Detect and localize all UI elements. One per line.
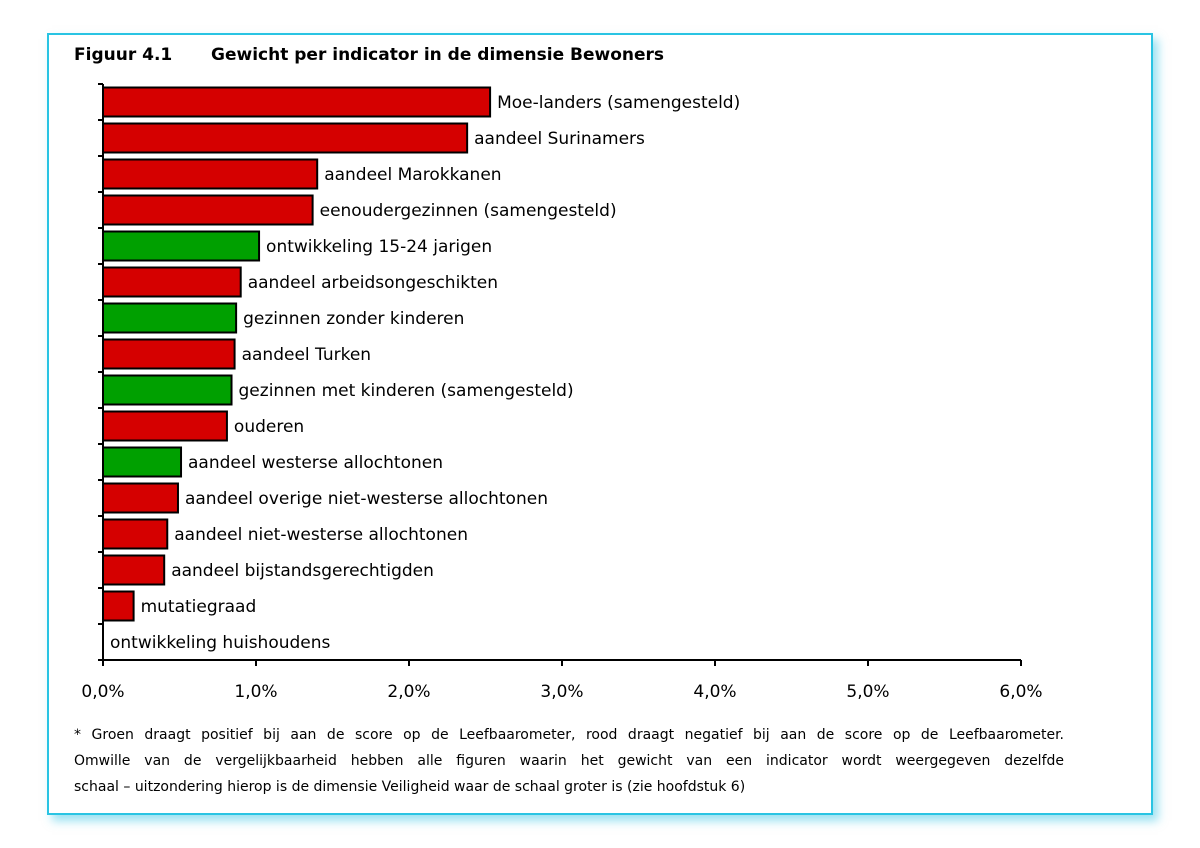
- bar-label-12: aandeel niet-westerse allochtonen: [174, 525, 468, 545]
- bar-label-2: aandeel Marokkanen: [324, 165, 501, 185]
- bar-label-7: aandeel Turken: [242, 345, 371, 365]
- x-tick-label-2: 2,0%: [387, 682, 430, 702]
- bar-9: [102, 410, 228, 442]
- figure-title: Figuur 4.1 Gewicht per indicator in de di…: [74, 45, 664, 71]
- bar-label-13: aandeel bijstandsgerechtigden: [171, 561, 434, 581]
- footnote-line-2: Omwille van de vergelijkbaarheid hebben …: [74, 753, 1064, 769]
- bar-14: [102, 590, 135, 622]
- bar-1: [102, 122, 469, 154]
- x-tick-label-0: 0,0%: [81, 682, 124, 702]
- bar-label-14: mutatiegraad: [141, 597, 257, 617]
- bar-8: [102, 374, 233, 406]
- bar-0: [102, 86, 492, 118]
- x-tick-label-6: 6,0%: [999, 682, 1042, 702]
- x-tick-label-5: 5,0%: [846, 682, 889, 702]
- bar-label-11: aandeel overige niet-westerse allochtone…: [185, 489, 548, 509]
- bar-label-8: gezinnen met kinderen (samengesteld): [239, 381, 574, 401]
- bar-label-4: ontwikkeling 15-24 jarigen: [266, 237, 492, 257]
- bar-label-0: Moe-landers (samengesteld): [497, 93, 740, 113]
- bar-7: [102, 338, 236, 370]
- bar-label-5: aandeel arbeidsongeschikten: [248, 273, 498, 293]
- figure-number: Figuur 4.1: [74, 45, 173, 65]
- bar-11: [102, 482, 179, 514]
- footnote-line-3: schaal – uitzondering hierop is de dimen…: [74, 779, 746, 795]
- bar-2: [102, 158, 319, 190]
- bar-label-1: aandeel Surinamers: [474, 129, 645, 149]
- bar-label-10: aandeel westerse allochtonen: [188, 453, 443, 473]
- bar-label-6: gezinnen zonder kinderen: [243, 309, 464, 329]
- bar-label-9: ouderen: [234, 417, 304, 437]
- figure-title-text: Gewicht per indicator in de dimensie Bew…: [211, 45, 665, 65]
- x-tick-label-4: 4,0%: [693, 682, 736, 702]
- footnote-line-1: * Groen draagt positief bij aan de score…: [74, 727, 1064, 743]
- footnote: * Groen draagt positief bij aan de score…: [74, 722, 1064, 800]
- x-tick-label-3: 3,0%: [540, 682, 583, 702]
- x-tick-label-1: 1,0%: [234, 682, 277, 702]
- bar-13: [102, 554, 166, 586]
- bar-label-3: eenoudergezinnen (samengesteld): [320, 201, 617, 221]
- bar-5: [102, 266, 242, 298]
- bar-12: [102, 518, 169, 550]
- bar-10: [102, 446, 183, 478]
- bar-6: [102, 302, 238, 334]
- bar-3: [102, 194, 314, 226]
- bar-label-15: ontwikkeling huishoudens: [110, 633, 331, 653]
- bar-4: [102, 230, 261, 262]
